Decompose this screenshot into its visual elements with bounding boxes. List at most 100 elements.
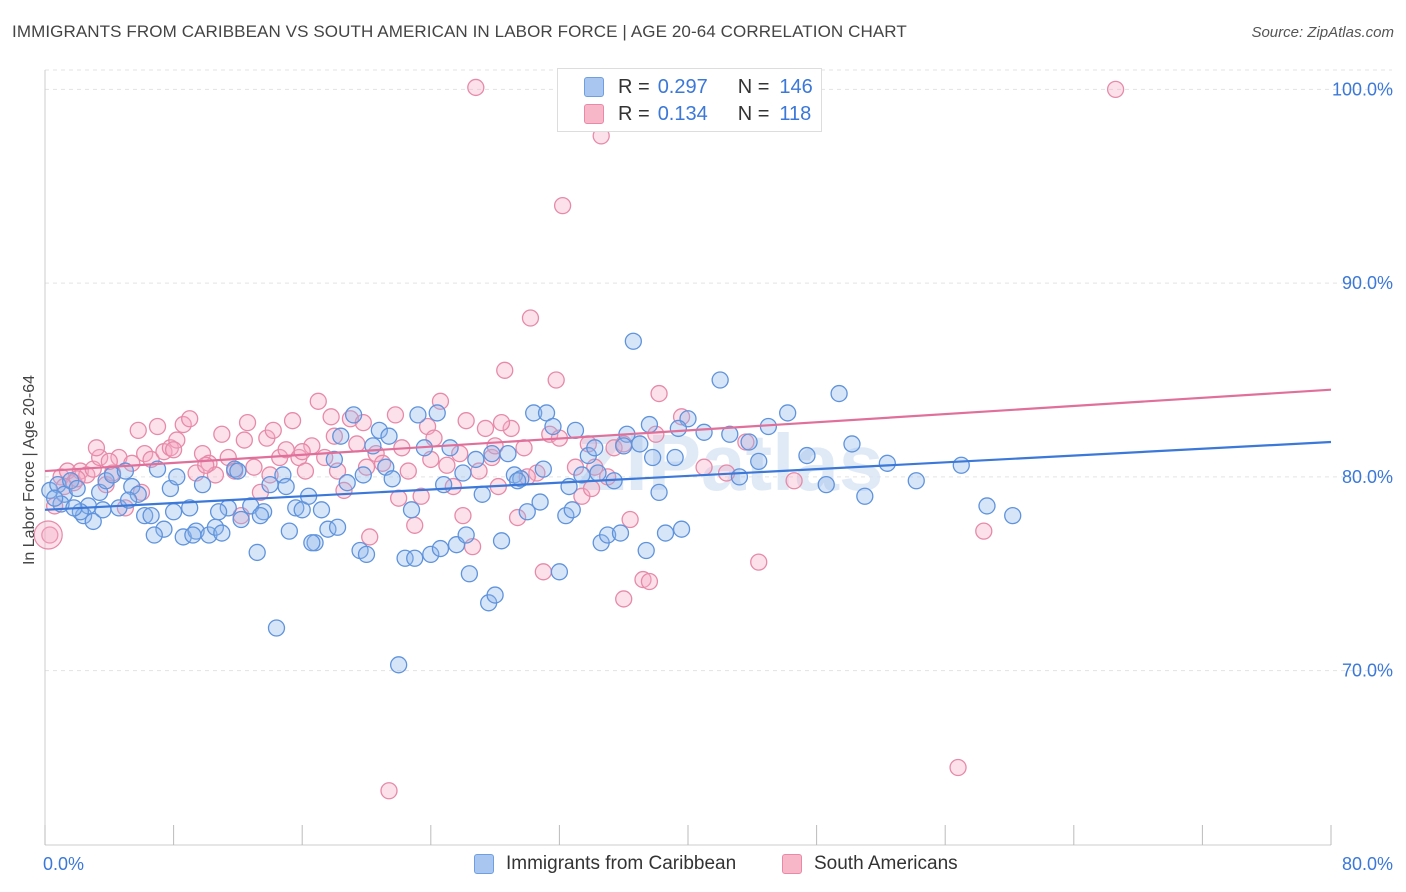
- data-point-south-americans: [168, 431, 186, 449]
- data-point-caribbean: [277, 477, 295, 496]
- data-point-south-americans: [261, 466, 279, 484]
- data-point-caribbean: [563, 501, 581, 519]
- data-point-south-americans: [399, 462, 417, 480]
- data-point-south-americans: [325, 427, 344, 445]
- data-point-caribbean: [428, 404, 446, 422]
- data-point-caribbean: [830, 384, 848, 403]
- data-point-south-americans: [264, 421, 282, 440]
- data-point-caribbean: [431, 539, 450, 558]
- data-point-caribbean: [1004, 506, 1022, 525]
- bottom-legend-caribbean: Immigrants from Caribbean: [474, 851, 736, 877]
- data-point-caribbean: [669, 419, 688, 438]
- data-point-caribbean: [518, 503, 536, 521]
- legend-r-value: 0.134: [657, 102, 708, 125]
- data-point-caribbean: [952, 456, 970, 474]
- data-point-caribbean: [557, 506, 575, 525]
- data-point-south-americans: [386, 406, 405, 424]
- data-point-caribbean: [750, 452, 768, 471]
- data-point-south-americans: [87, 439, 106, 457]
- y-tick-label: 80.0%: [1342, 467, 1393, 487]
- data-point-south-americans: [213, 425, 231, 443]
- data-point-caribbean: [650, 483, 668, 502]
- data-point-caribbean: [586, 439, 604, 457]
- data-point-caribbean: [409, 406, 427, 424]
- data-point-south-americans: [283, 412, 302, 430]
- data-point-south-americans: [949, 758, 967, 777]
- chart-source: Source: ZipAtlas.com: [1251, 24, 1394, 41]
- data-point-caribbean: [978, 497, 996, 515]
- data-point-caribbean: [49, 475, 67, 494]
- data-point-caribbean: [486, 586, 504, 604]
- series-caribbean-points: [41, 332, 1022, 674]
- data-point-caribbean: [303, 534, 321, 552]
- data-point-south-americans: [1106, 80, 1125, 99]
- data-point-caribbean: [396, 549, 414, 567]
- data-point-caribbean: [193, 475, 212, 494]
- data-point-south-americans: [521, 309, 540, 327]
- data-point-south-americans: [467, 78, 485, 97]
- data-point-caribbean: [878, 454, 896, 472]
- data-point-caribbean: [229, 462, 247, 480]
- data-point-caribbean: [624, 332, 642, 350]
- data-point-south-americans: [534, 563, 552, 581]
- data-point-caribbean: [357, 545, 376, 564]
- y-tick-label: 90.0%: [1342, 273, 1393, 293]
- y-tick-label: 100.0%: [1332, 79, 1393, 99]
- data-point-south-americans: [164, 441, 183, 459]
- data-point-caribbean: [457, 526, 475, 544]
- x-tick-label-min: 0.0%: [43, 854, 84, 874]
- data-point-south-americans: [406, 516, 424, 534]
- legend-n-value: 146: [779, 75, 813, 98]
- data-point-south-americans: [650, 384, 668, 403]
- legend-r-label: R =: [618, 102, 650, 125]
- legend-n-value: 118: [779, 102, 812, 125]
- data-point-caribbean: [544, 417, 562, 436]
- legend-row-south-americans: R = 0.134 N = 118: [584, 101, 811, 127]
- data-point-caribbean: [454, 464, 472, 482]
- data-point-south-americans: [389, 489, 408, 507]
- data-point-caribbean: [380, 427, 398, 445]
- data-point-caribbean: [94, 501, 112, 519]
- stats-legend: R = 0.297 N = 146 R = 0.134 N = 118: [557, 68, 822, 132]
- bottom-legend-label: Immigrants from Caribbean: [506, 853, 737, 874]
- data-point-south-americans: [492, 413, 511, 432]
- chart-title: IMMIGRANTS FROM CARIBBEAN VS SOUTH AMERI…: [12, 22, 907, 41]
- data-point-south-americans: [515, 439, 533, 457]
- axes: [44, 70, 1332, 846]
- data-point-south-americans: [695, 458, 713, 476]
- data-point-caribbean: [251, 506, 270, 525]
- data-point-caribbean: [508, 472, 527, 490]
- data-point-caribbean: [280, 522, 298, 540]
- data-point-caribbean: [267, 619, 286, 637]
- data-point-caribbean: [142, 506, 160, 525]
- data-point-south-americans: [41, 526, 59, 544]
- data-point-south-americans: [457, 412, 475, 430]
- data-point-south-americans: [361, 528, 379, 546]
- data-point-caribbean: [467, 450, 485, 469]
- data-point-caribbean: [181, 499, 199, 517]
- bottom-legend-label: South Americans: [814, 853, 958, 874]
- data-point-south-americans: [235, 431, 253, 449]
- data-point-south-americans: [296, 462, 315, 480]
- data-point-south-americans: [647, 425, 665, 443]
- data-point-south-americans: [634, 570, 652, 589]
- data-point-caribbean: [492, 532, 511, 550]
- data-point-caribbean: [332, 427, 350, 445]
- data-point-south-americans: [496, 361, 514, 379]
- watermark: ZIPatlas: [577, 418, 884, 507]
- data-point-south-americans: [476, 419, 495, 438]
- data-point-south-americans: [615, 590, 633, 608]
- data-point-caribbean: [248, 543, 266, 562]
- data-point-caribbean: [740, 433, 758, 451]
- data-point-south-americans: [380, 782, 398, 800]
- data-point-caribbean: [213, 524, 231, 542]
- legend-swatch-pink: [782, 854, 802, 874]
- legend-n-label: N =: [737, 75, 770, 98]
- data-point-caribbean: [598, 526, 617, 544]
- data-point-south-americans: [181, 410, 199, 428]
- data-point-south-americans: [412, 487, 430, 505]
- data-point-south-americans: [582, 479, 601, 498]
- data-point-caribbean: [129, 485, 147, 503]
- legend-swatch-blue: [584, 77, 604, 97]
